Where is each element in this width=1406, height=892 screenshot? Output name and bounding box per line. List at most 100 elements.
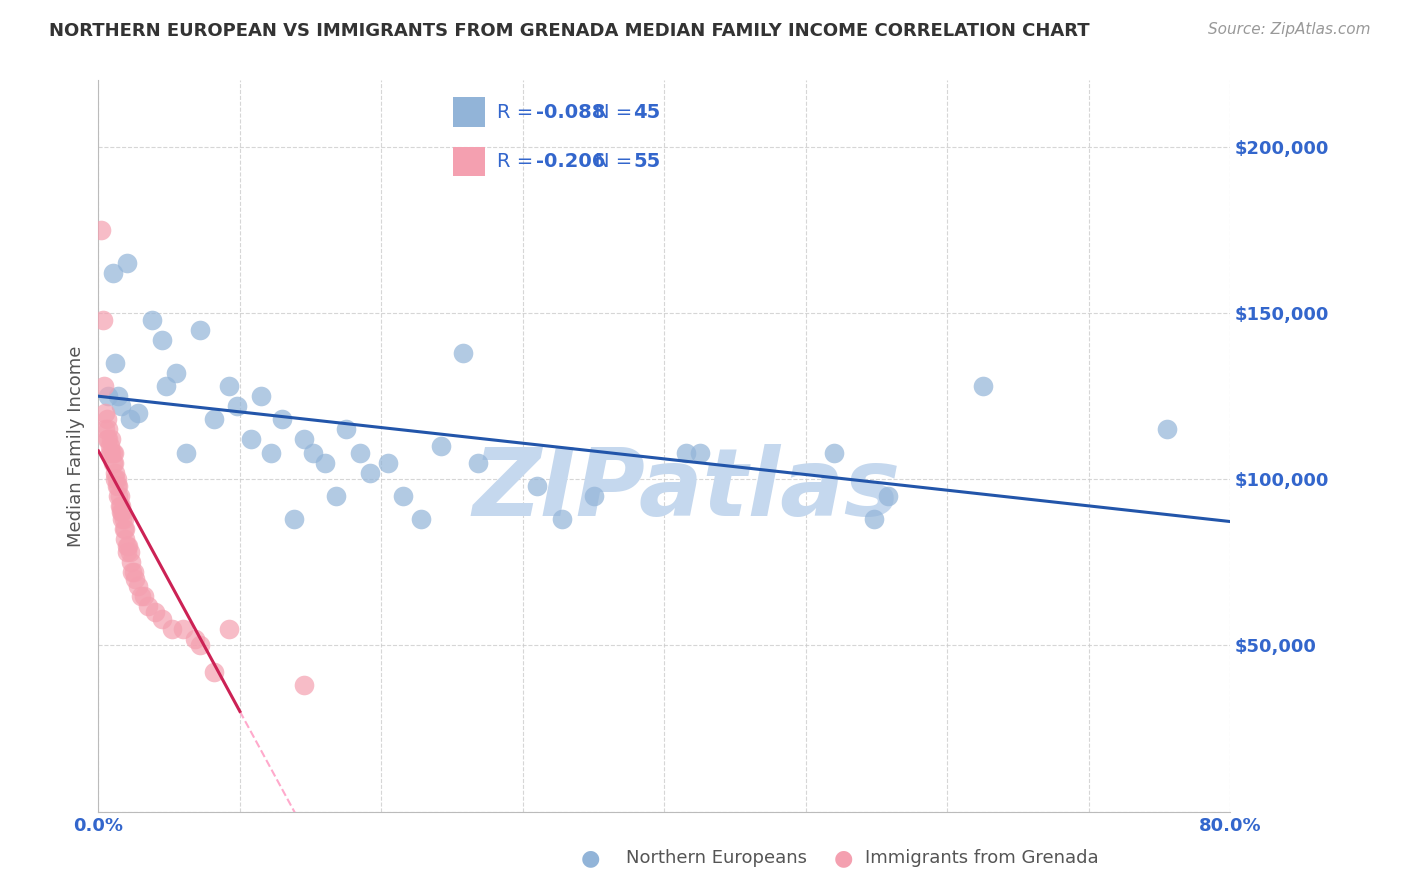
Point [349, 445, 371, 459]
Point [115, 539, 138, 553]
Point [174, 445, 197, 459]
Point [97, 433, 120, 447]
Point [876, 489, 898, 503]
Point [250, 389, 273, 403]
Point [972, 379, 994, 393]
Point [132, 589, 155, 603]
Point [218, 622, 240, 636]
Point [103, 445, 125, 459]
Point [150, 612, 173, 626]
Point [93, 379, 115, 393]
Point [97, 422, 120, 436]
Point [204, 665, 226, 679]
Point [335, 422, 357, 436]
Point [110, 506, 132, 520]
Point [101, 445, 124, 459]
Point [240, 433, 263, 447]
Point [105, 472, 128, 486]
Point [325, 489, 347, 503]
Text: ZIPatlas: ZIPatlas [472, 444, 901, 536]
Point [114, 522, 136, 536]
Point [120, 555, 142, 569]
Point [453, 346, 475, 360]
Point [283, 512, 305, 526]
Point [107, 389, 129, 403]
Point [118, 412, 141, 426]
Point [526, 479, 548, 493]
Point [110, 399, 132, 413]
Point [112, 512, 135, 526]
Point [204, 412, 226, 426]
Point [377, 456, 399, 470]
Point [143, 605, 166, 619]
Text: Northern Europeans: Northern Europeans [626, 849, 807, 867]
Point [226, 399, 249, 413]
Point [155, 379, 177, 393]
Point [111, 506, 134, 520]
Point [188, 323, 211, 337]
Point [165, 366, 187, 380]
Point [111, 512, 134, 526]
Point [91, 312, 114, 326]
Point [271, 412, 294, 426]
Point [129, 589, 152, 603]
Text: Immigrants from Grenada: Immigrants from Grenada [865, 849, 1098, 867]
Point [172, 622, 194, 636]
Point [582, 489, 605, 503]
Point [183, 632, 205, 646]
Point [359, 466, 381, 480]
Point [103, 456, 125, 470]
Text: NORTHERN EUROPEAN VS IMMIGRANTS FROM GRENADA MEDIAN FAMILY INCOME CORRELATION CH: NORTHERN EUROPEAN VS IMMIGRANTS FROM GRE… [49, 22, 1090, 40]
Point [124, 572, 146, 586]
Point [104, 472, 127, 486]
Point [467, 456, 489, 470]
Point [141, 312, 163, 326]
Point [107, 479, 129, 493]
Point [110, 499, 132, 513]
Point [391, 489, 413, 503]
Point [115, 256, 138, 270]
Point [104, 356, 127, 370]
Point [104, 466, 127, 480]
Point [114, 532, 136, 546]
Point [115, 545, 138, 559]
Point [101, 456, 124, 470]
Point [117, 539, 139, 553]
Point [122, 566, 145, 580]
Point [188, 639, 211, 653]
Point [314, 456, 336, 470]
Text: ●: ● [834, 848, 853, 868]
Point [1156, 422, 1178, 436]
Point [862, 512, 884, 526]
Point [121, 566, 143, 580]
Point [98, 445, 121, 459]
Point [823, 445, 845, 459]
Point [112, 522, 135, 536]
Point [292, 678, 315, 692]
Point [218, 379, 240, 393]
Point [96, 433, 118, 447]
Point [105, 479, 128, 493]
Text: Source: ZipAtlas.com: Source: ZipAtlas.com [1208, 22, 1371, 37]
Point [430, 439, 453, 453]
Point [97, 389, 120, 403]
Point [302, 445, 325, 459]
Point [96, 412, 118, 426]
Point [108, 499, 131, 513]
Point [292, 433, 315, 447]
Point [100, 433, 122, 447]
Point [118, 545, 141, 559]
Y-axis label: Median Family Income: Median Family Income [66, 345, 84, 547]
Point [150, 333, 173, 347]
Point [127, 579, 149, 593]
Point [675, 445, 697, 459]
Point [101, 266, 124, 280]
Point [94, 406, 117, 420]
Point [98, 439, 121, 453]
Point [107, 489, 129, 503]
Point [689, 445, 711, 459]
Point [100, 445, 122, 459]
Point [409, 512, 432, 526]
Point [260, 445, 283, 459]
Point [136, 599, 159, 613]
